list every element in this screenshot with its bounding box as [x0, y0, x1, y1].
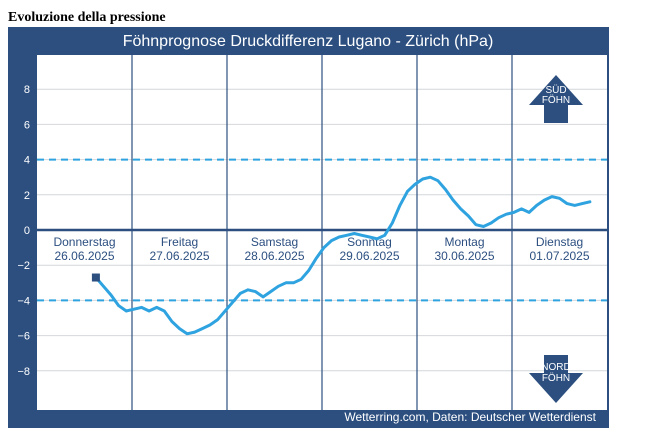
day-date-label: 30.06.2025 [434, 249, 494, 263]
day-date-label: 26.06.2025 [54, 249, 114, 263]
y-tick-label: −6 [17, 331, 30, 343]
day-date-label: 27.06.2025 [149, 249, 209, 263]
grid-lines [37, 55, 607, 410]
day-weekday-label: Dienstag [536, 235, 583, 249]
y-tick-label: −4 [17, 295, 30, 307]
day-weekday-label: Freitag [161, 235, 198, 249]
chart-title: Föhnprognose Druckdifferenz Lugano - Zür… [123, 33, 494, 50]
day-weekday-label: Donnerstag [53, 235, 115, 249]
y-tick-label: −8 [17, 366, 30, 378]
day-weekday-label: Montag [444, 235, 484, 249]
sued-foehn-label-2: FÖHN [542, 94, 570, 106]
y-tick-label: 6 [24, 119, 30, 131]
sued-foehn-label-1: SÜD [545, 84, 566, 96]
chart-svg: Föhnprognose Druckdifferenz Lugano - Zür… [17, 33, 607, 424]
series [91, 175, 592, 336]
y-tick-label: 2 [24, 190, 30, 202]
y-tick-label: 8 [24, 84, 30, 96]
series-line [94, 175, 592, 336]
page-heading: Evoluzione della pressione [8, 10, 166, 25]
series-start-marker [91, 273, 100, 282]
day-date-label: 29.06.2025 [339, 249, 399, 263]
day-date-label: 01.07.2025 [529, 249, 589, 263]
foehn-chart: Föhnprognose Druckdifferenz Lugano - Zür… [8, 27, 609, 428]
nord-foehn-arrow-icon: NORD FÖHN [529, 355, 583, 403]
day-date-label: 28.06.2025 [244, 249, 304, 263]
y-tick-label: 0 [24, 225, 30, 237]
nord-foehn-label-2: FÖHN [542, 372, 570, 384]
y-tick-label: −2 [17, 260, 30, 272]
y-tick-label: 4 [24, 155, 30, 167]
day-weekday-label: Samstag [251, 235, 298, 249]
nord-foehn-label-1: NORD [541, 362, 570, 373]
sued-foehn-arrow-icon: SÜD FÖHN [529, 75, 583, 123]
y-axis-ticks: −8 −6 −4 −2 0 2 4 6 8 [17, 84, 30, 378]
source-credit: Wetterring.com, Daten: Deutscher Wetterd… [344, 410, 596, 424]
